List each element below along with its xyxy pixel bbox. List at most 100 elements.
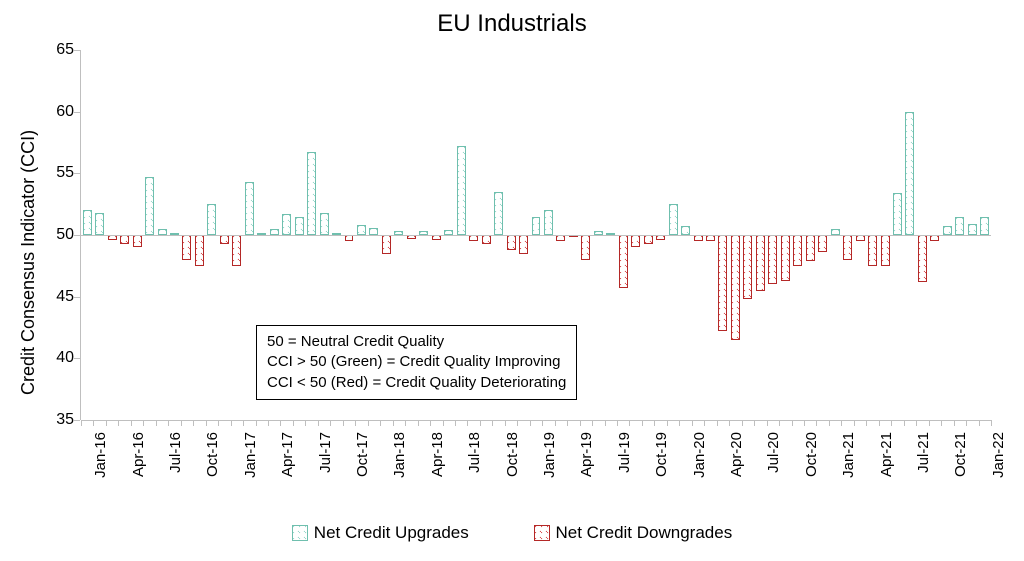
bar [245,182,254,235]
bar [718,235,727,331]
legend-swatch-upgrades [292,525,308,541]
bar [768,235,777,284]
y-tick-label: 35 [56,411,74,429]
y-tick-label: 55 [56,164,74,182]
x-tick-label: Jan-20 [691,432,708,502]
x-tick-label: Jan-21 [840,432,857,502]
x-tick-label: Oct-19 [653,432,670,502]
x-axis-line [81,420,991,421]
bar [220,235,229,244]
baseline-line [81,235,991,236]
bar [207,204,216,235]
bar [681,226,690,235]
x-tick-label: Oct-21 [952,432,969,502]
bar [120,235,129,244]
x-tick-label: Jul-17 [317,432,334,502]
bar [619,235,628,288]
legend-label-downgrades: Net Credit Downgrades [556,523,733,543]
x-tick-label: Jan-18 [391,432,408,502]
bar [369,228,378,235]
bar [357,225,366,235]
bar [282,214,291,235]
bar [507,235,516,250]
x-tick-label: Jan-22 [990,432,1007,502]
bar [195,235,204,266]
bar [943,226,952,235]
chart-title: EU Industrials [0,10,1024,38]
x-tick-label: Apr-16 [130,432,147,502]
bar [669,204,678,235]
bar [818,235,827,252]
x-tick-label: Oct-16 [204,432,221,502]
bar [519,235,528,254]
y-tick-mark [74,173,80,174]
x-tick-mark [991,420,992,426]
x-tick-label: Apr-21 [878,432,895,502]
bar [83,210,92,235]
y-tick-label: 65 [56,41,74,59]
legend-upgrades: Net Credit Upgrades [292,523,469,543]
x-tick-label: Apr-20 [728,432,745,502]
y-tick-mark [74,297,80,298]
bar [320,213,329,235]
bar [980,217,989,236]
y-tick-mark [74,235,80,236]
x-tick-label: Apr-19 [578,432,595,502]
bar [133,235,142,247]
x-tick-label: Jan-17 [242,432,259,502]
bar [232,235,241,266]
legend-label-upgrades: Net Credit Upgrades [314,523,469,543]
bar [843,235,852,260]
bar [532,217,541,236]
bar [581,235,590,260]
bar [457,146,466,235]
bar [382,235,391,254]
x-tick-label: Oct-17 [354,432,371,502]
bar [756,235,765,291]
x-tick-label: Apr-18 [429,432,446,502]
y-tick-label: 50 [56,226,74,244]
bar [955,217,964,236]
info-box-line: CCI > 50 (Green) = Credit Quality Improv… [267,352,566,372]
info-box: 50 = Neutral Credit QualityCCI > 50 (Gre… [256,325,577,400]
bar [307,152,316,235]
legend-swatch-downgrades [534,525,550,541]
y-tick-mark [74,358,80,359]
bar [881,235,890,266]
info-box-line: CCI < 50 (Red) = Credit Quality Deterior… [267,373,566,393]
bar [905,112,914,235]
x-tick-label: Oct-20 [803,432,820,502]
info-box-line: 50 = Neutral Credit Quality [267,332,566,352]
x-axis-labels: Jan-16 Apr-16 Jul-16 Oct-16 Jan-17 Apr-17 Jul-… [80,428,990,508]
x-tick-label: Jan-16 [92,432,109,502]
y-tick-label: 60 [56,103,74,121]
bar [494,192,503,235]
y-tick-label: 40 [56,349,74,367]
bar [295,217,304,236]
x-tick-label: Jul-19 [616,432,633,502]
y-tick-mark [74,50,80,51]
x-tick-label: Oct-18 [504,432,521,502]
legend: Net Credit Upgrades Net Credit Downgrade… [0,523,1024,546]
bar [968,224,977,235]
y-tick-label: 45 [56,288,74,306]
bar [95,213,104,235]
bar [793,235,802,266]
plot-area: 50 = Neutral Credit QualityCCI > 50 (Gre… [80,50,991,420]
bar [743,235,752,299]
x-tick-label: Jul-21 [915,432,932,502]
bar [893,193,902,235]
x-tick-label: Jul-16 [167,432,184,502]
x-tick-label: Jan-19 [541,432,558,502]
bar [918,235,927,282]
bar [806,235,815,261]
x-tick-label: Apr-17 [279,432,296,502]
y-tick-mark [74,112,80,113]
x-tick-label: Jul-18 [466,432,483,502]
bar [182,235,191,260]
bar [145,177,154,235]
bar [482,235,491,244]
bar [731,235,740,340]
bar [544,210,553,235]
y-tick-mark [74,420,80,421]
